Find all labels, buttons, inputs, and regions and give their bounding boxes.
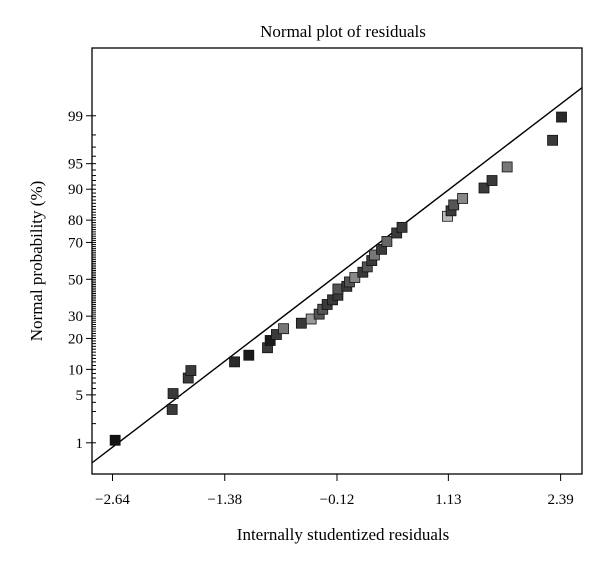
data-point [229,356,240,368]
y-tick-label: 80 [68,213,83,229]
y-tick-label: 99 [68,109,83,125]
y-tick-label: 70 [68,235,83,251]
data-point [369,249,380,261]
data-point [264,335,276,346]
data-point [457,193,469,204]
chart-title: Normal plot of residuals [260,22,426,41]
data-point [448,199,460,211]
data-point [556,111,567,123]
plot-frame [91,47,583,475]
y-tick-label: 90 [68,182,83,198]
y-tick-label: 30 [68,309,83,325]
y-tick-label: 1 [76,436,84,452]
data-point [271,329,282,340]
x-tick-label: 1.13 [435,492,461,508]
data-point [501,161,513,173]
data-point [243,349,255,361]
data-point [486,175,498,186]
y-axis-label: Normal probability (%) [27,181,46,342]
x-tick-label: 2.39 [547,492,573,508]
data-point [547,134,558,146]
data-point [278,323,289,335]
x-tick-label: −2.64 [95,492,130,508]
x-tick-label: −0.12 [320,492,355,508]
data-point [396,221,408,233]
data-point [332,283,344,295]
data-point [109,434,121,446]
x-tick-label: −1.38 [207,492,242,508]
data-point [166,404,178,415]
x-axis-label: Internally studentized residuals [237,525,449,544]
y-tick-label: 10 [68,362,83,378]
data-point [185,365,197,376]
y-tick-label: 50 [68,272,83,288]
y-tick-label: 95 [68,157,83,173]
data-points [109,111,567,446]
data-point [295,317,307,329]
x-axis: −2.64 −1.38 −0.12 1.13 2.39 [95,474,574,508]
y-tick-label: 20 [68,331,83,347]
data-point [381,236,393,247]
y-tick-label: 5 [76,388,84,404]
data-point [478,182,490,194]
fit-line [91,87,583,464]
data-point [167,388,179,399]
y-axis: 1 5 10 20 30 50 70 80 90 95 99 [68,109,96,452]
